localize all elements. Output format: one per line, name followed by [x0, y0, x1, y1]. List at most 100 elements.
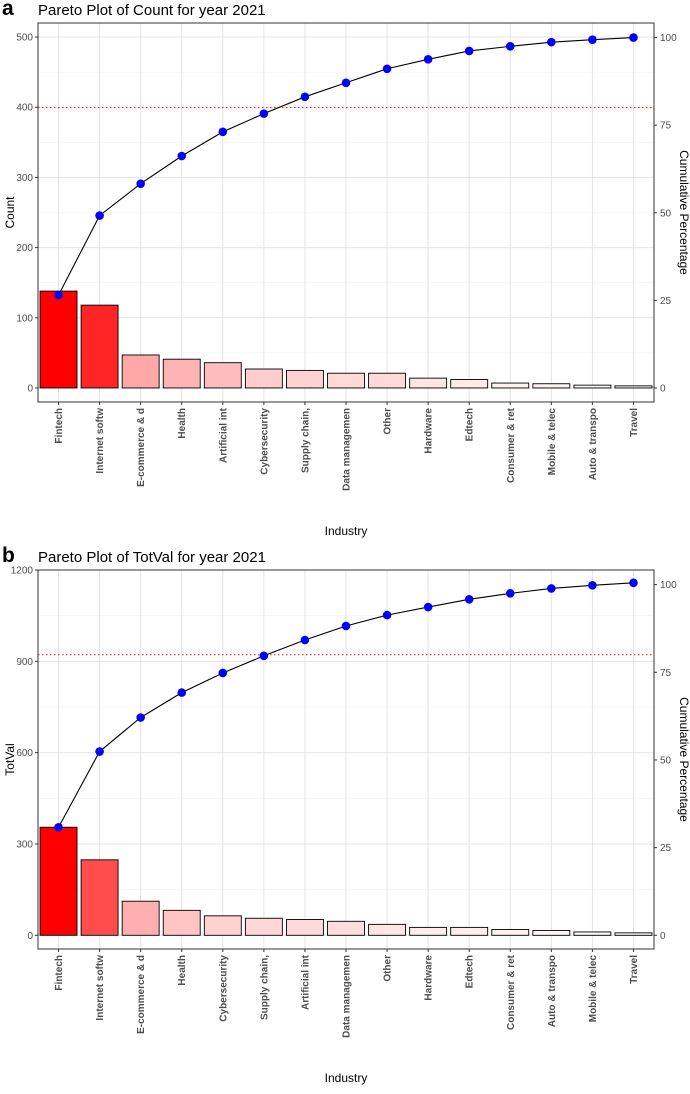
x-axis-title: Industry [325, 524, 368, 538]
cumulative-point [588, 35, 597, 44]
x-tick-label: Health [177, 955, 188, 986]
y-axis-left: 0 100 200 300 400 500 [16, 33, 38, 394]
y2-tick-label: 25 [660, 296, 672, 307]
cumulative-point [464, 595, 474, 604]
cumulative-point [505, 589, 515, 598]
bar [368, 372, 406, 389]
bar [573, 931, 612, 936]
panel-letter-a: a [2, 0, 14, 20]
cumulative-point [136, 713, 145, 722]
bar [327, 920, 365, 936]
y-tick-label: 100 [16, 313, 33, 324]
x-axis-title: Industry [325, 1071, 368, 1085]
y-tick-label: 1200 [11, 566, 34, 577]
cumulative-point [300, 92, 310, 102]
x-tick-label: Consumer & ret [506, 954, 517, 1030]
cumulative-point [54, 290, 63, 300]
cumulative-point [95, 211, 104, 220]
bar [39, 290, 78, 389]
x-tick-label: Artificial int [218, 407, 229, 463]
x-tick-label: Auto & transpo [547, 955, 558, 1027]
x-tick-label: Internet softw [95, 955, 106, 1021]
cumulative-point [382, 64, 392, 74]
x-tick-label: Other [383, 955, 394, 982]
cumulative-point [341, 621, 351, 631]
x-tick-label: Mobile & telec [547, 408, 558, 476]
x-tick-label: Supply chain, [300, 408, 311, 473]
y-tick-label: 0 [27, 383, 33, 394]
x-tick-label: Auto & transpo [588, 408, 599, 480]
bar [203, 915, 242, 936]
bar [491, 929, 530, 936]
cumulative-point [259, 651, 269, 661]
y-tick-label: 600 [16, 748, 33, 759]
x-tick-label: Cybersecurity [218, 955, 229, 1022]
x-tick-label: Other [383, 408, 394, 435]
cumulative-point [341, 78, 351, 88]
cumulative-point [464, 46, 474, 56]
y2-tick-label: 25 [660, 843, 672, 854]
x-tick-label: E-commerce & d [136, 955, 147, 1034]
y-axis-title: TotVal [3, 743, 17, 775]
cumulative-point [300, 635, 310, 645]
chart-canvas-count: 0 100 200 300 400 500 0 25 50 75 100 Fintech Interne… [3, 22, 690, 538]
y-axis-right: 0 25 50 75 100 [654, 33, 677, 394]
bars [39, 826, 653, 936]
cumulative-point [95, 747, 104, 756]
x-tick-label: Fintech [54, 955, 65, 991]
x-tick-label: Mobile & telec [588, 955, 599, 1023]
bar [614, 932, 653, 936]
x-tick-label: Data managemen [342, 408, 353, 491]
bar [491, 382, 530, 389]
cumulative-points [54, 33, 638, 300]
x-tick-label: Cybersecurity [259, 408, 270, 475]
panel-letter-b: b [2, 544, 15, 567]
y2-tick-label: 50 [660, 208, 672, 219]
y2-tick-label: 75 [660, 121, 672, 132]
cumulative-point [423, 55, 433, 64]
cumulative-point [177, 688, 187, 697]
pareto-chart-count: 0 100 200 300 400 500 0 25 50 75 100 Fintech Interne… [2, 0, 690, 538]
x-tick-label: Consumer & ret [506, 407, 517, 483]
cumulative-point [218, 668, 228, 678]
x-tick-label: Hardware [424, 955, 435, 1001]
x-tick-label: Artificial int [300, 954, 311, 1010]
x-tick-label: Fintech [54, 408, 65, 444]
bar [121, 900, 160, 936]
bar [286, 369, 324, 389]
y-tick-label: 200 [16, 243, 33, 254]
cumulative-point [382, 610, 392, 620]
y2-tick-label: 0 [660, 383, 666, 394]
chart-canvas-totval: 0 300 600 900 1200 0 25 50 75 100 Fintech Internet … [3, 566, 690, 1086]
x-tick-label: Hardware [424, 408, 435, 454]
cumulative-point [588, 580, 597, 590]
y-tick-label: 0 [27, 931, 33, 942]
bar [450, 379, 489, 389]
cumulative-point [547, 37, 556, 47]
x-tick-label: Internet softw [95, 408, 106, 474]
y-axis-right: 0 25 50 75 100 [654, 580, 677, 942]
x-tick-label: Supply chain, [259, 955, 270, 1020]
cumulative-point [423, 602, 433, 612]
cumulative-point [259, 109, 269, 118]
y-tick-label: 300 [16, 839, 33, 850]
cumulative-point [218, 127, 228, 137]
x-tick-label: Travel [629, 408, 640, 437]
x-tick-label: E-commerce & d [136, 408, 147, 487]
bar [450, 926, 489, 936]
bar [286, 919, 324, 936]
bar [162, 909, 201, 936]
cumulative-point [505, 42, 515, 51]
cumulative-points [54, 578, 638, 832]
bar [532, 929, 571, 936]
cumulative-point [54, 822, 63, 832]
y2-axis-title: Cumulative Percentage [677, 697, 690, 822]
y-tick-label: 500 [16, 33, 33, 44]
bar [327, 372, 365, 389]
pareto-chart-totval: 0 300 600 900 1200 0 25 50 75 100 Fintech Internet … [0, 544, 690, 1094]
y2-tick-label: 100 [660, 33, 677, 44]
y-tick-label: 400 [16, 103, 33, 114]
bar [409, 926, 448, 936]
x-tick-label: Data managemen [342, 955, 353, 1038]
x-axis: Fintech Internet softw E-commerce & d Healt… [54, 949, 640, 1038]
